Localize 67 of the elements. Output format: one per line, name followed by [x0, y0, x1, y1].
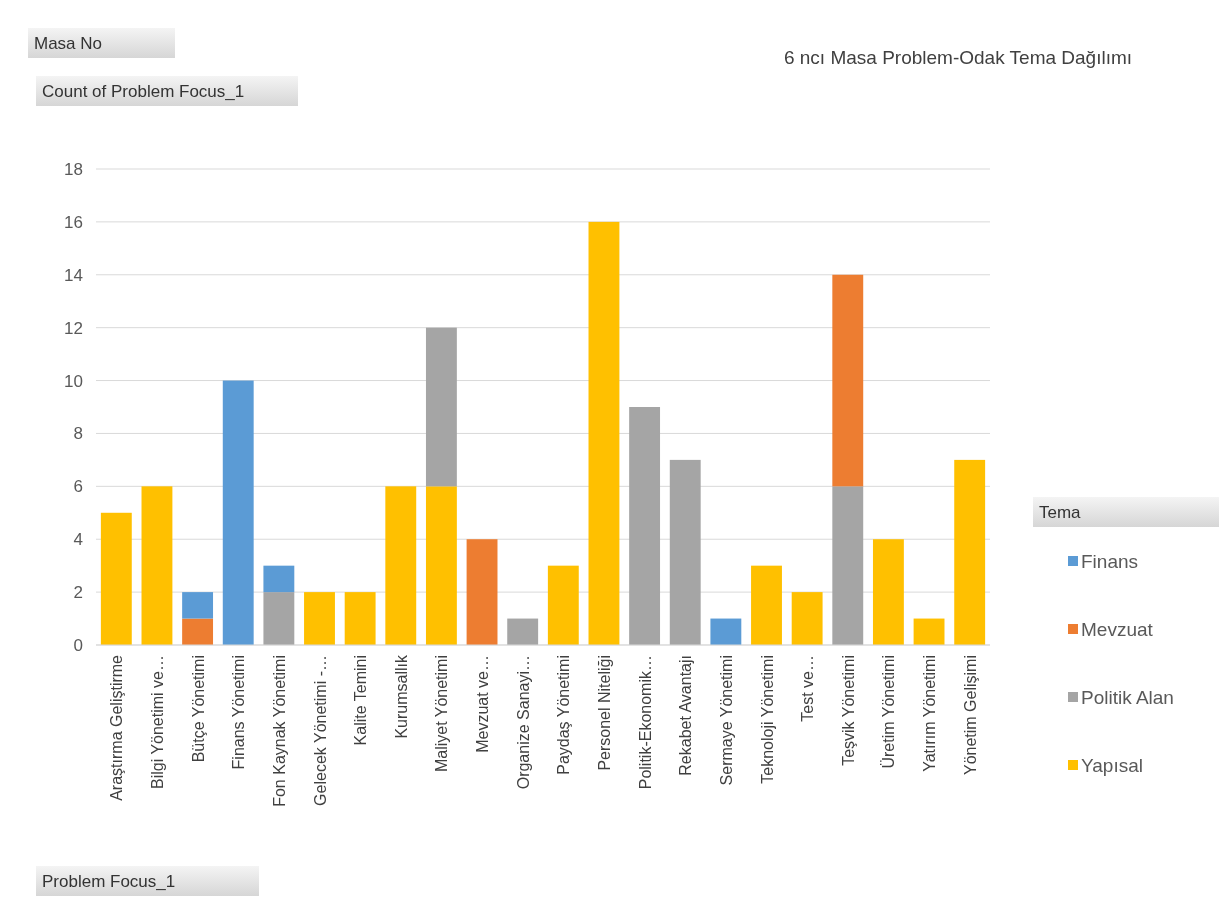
bar	[425, 327, 457, 487]
x-tick-label: Organize Sanayi…	[514, 655, 532, 790]
bar	[954, 459, 986, 645]
bar	[425, 486, 457, 645]
x-tick-label: Araştırma Geliştirme	[108, 654, 126, 801]
x-tick-label: Yönetim Gelişimi	[961, 655, 979, 776]
x-tick-label: Gelecek Yönetimi -…	[311, 655, 329, 806]
x-tick-label: Mevzuat ve…	[474, 655, 492, 753]
y-tick-label: 18	[64, 160, 83, 179]
x-tick-label: Politik-Ekonomik…	[636, 655, 654, 790]
bar	[832, 274, 864, 487]
bar	[507, 618, 539, 645]
x-tick-label: Bilgi Yönetimi ve…	[148, 655, 166, 789]
x-tick-label: Paydaş Yönetimi	[555, 655, 573, 775]
bar	[222, 380, 254, 645]
bar	[872, 539, 904, 645]
legend-label: Mevzuat	[1081, 619, 1154, 640]
y-tick-label: 6	[73, 477, 83, 497]
bar	[832, 486, 864, 645]
x-tick-label: Test ve…	[799, 655, 817, 722]
y-tick-label: 2	[73, 583, 83, 603]
x-tick-label: Personel Niteliği	[595, 655, 613, 771]
bar	[710, 618, 742, 645]
bar	[263, 592, 295, 645]
bar	[466, 539, 498, 645]
legend-title: Tema	[1039, 503, 1082, 522]
x-tick-label: Kalite Temini	[352, 655, 370, 746]
y-tick-label: 4	[73, 530, 83, 550]
y-tick-label: 10	[64, 371, 83, 391]
bar	[141, 486, 173, 645]
legend-label: Politik Alan	[1081, 687, 1174, 708]
bar	[263, 565, 295, 593]
bar	[385, 486, 417, 645]
x-axis-title: Problem Focus_1	[42, 872, 176, 891]
x-tick-label: Üretim Yönetimi	[880, 655, 898, 769]
x-tick-label: Teknoloji Yönetimi	[758, 655, 776, 784]
bar	[669, 459, 701, 645]
legend-label: Finans	[1081, 551, 1139, 572]
bar	[182, 618, 214, 645]
bar	[304, 592, 335, 645]
bar	[588, 221, 620, 645]
bar	[629, 407, 661, 645]
bar	[182, 592, 214, 619]
legend-label: Yapısal	[1081, 755, 1143, 776]
chart-title: 6 ncı Masa Problem-Odak Tema Dağılımı	[783, 47, 1133, 68]
bar	[913, 618, 945, 645]
x-tick-label: Maliyet Yönetimi	[433, 655, 451, 773]
bar	[100, 512, 132, 645]
y-tick-label: 12	[64, 318, 83, 338]
y-tick-label: 14	[64, 265, 83, 285]
x-tick-label: Yatırım Yönetimi	[921, 655, 939, 772]
bar	[791, 592, 823, 645]
x-tick-label: Kurumsallık	[392, 654, 410, 739]
y-tick-label: 0	[73, 636, 83, 655]
text: Masa No	[34, 34, 103, 53]
bar	[344, 592, 376, 645]
x-tick-label: Bütçe Yönetimi	[189, 655, 207, 763]
x-tick-label: Teşvik Yönetimi	[839, 655, 857, 766]
bar	[547, 565, 579, 645]
x-tick-label: Rekabet Avantajı	[677, 655, 695, 776]
x-tick-label: Sermaye Yönetimi	[717, 655, 735, 786]
x-tick-label: Fon Kaynak Yönetimi	[270, 655, 288, 807]
x-tick-label: Finans Yönetimi	[230, 655, 248, 770]
y-axis-title: Count of Problem Focus_1	[42, 82, 245, 101]
y-tick-label: 16	[64, 212, 83, 232]
bar	[751, 565, 782, 645]
y-tick-label: 8	[73, 424, 83, 444]
